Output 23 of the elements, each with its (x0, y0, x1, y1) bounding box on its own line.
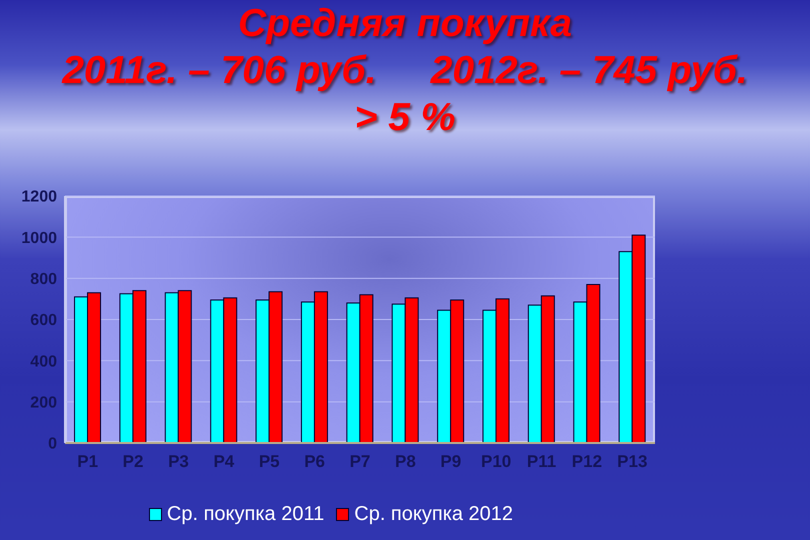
y-tick-label: 600 (30, 312, 58, 330)
chart-title: Средняя покупка 2011г. – 706 руб. 2012г. – 745 руб. > 5 % (60, 1, 749, 141)
x-tick-label: P11 (526, 452, 556, 472)
x-tick-label: P7 (350, 452, 370, 472)
x-tick-label: P6 (304, 452, 326, 472)
x-tick-label: P3 (168, 452, 189, 472)
y-tick-label: 1200 (21, 188, 58, 206)
x-tick-label: P5 (258, 452, 280, 472)
legend-label: Ср. покупка 2012 (354, 503, 514, 526)
x-tick-label: P2 (122, 452, 144, 472)
legend-label: Ср. покупка 2011 (166, 503, 324, 526)
x-tick-label: P8 (394, 452, 416, 472)
y-tick-label: 200 (30, 394, 58, 412)
y-tick-label: 800 (30, 271, 58, 288)
x-tick-label: P13 (617, 452, 648, 472)
y-tick-label: 1000 (21, 230, 58, 247)
x-tick-label: P10 (481, 452, 512, 472)
y-tick-label: 400 (30, 353, 58, 370)
x-tick-label: P12 (572, 452, 602, 472)
y-tick-label: 0 (48, 436, 58, 453)
x-tick-label: P4 (213, 452, 235, 472)
x-tick-label: P9 (440, 452, 462, 472)
x-tick-label: P1 (77, 452, 98, 472)
